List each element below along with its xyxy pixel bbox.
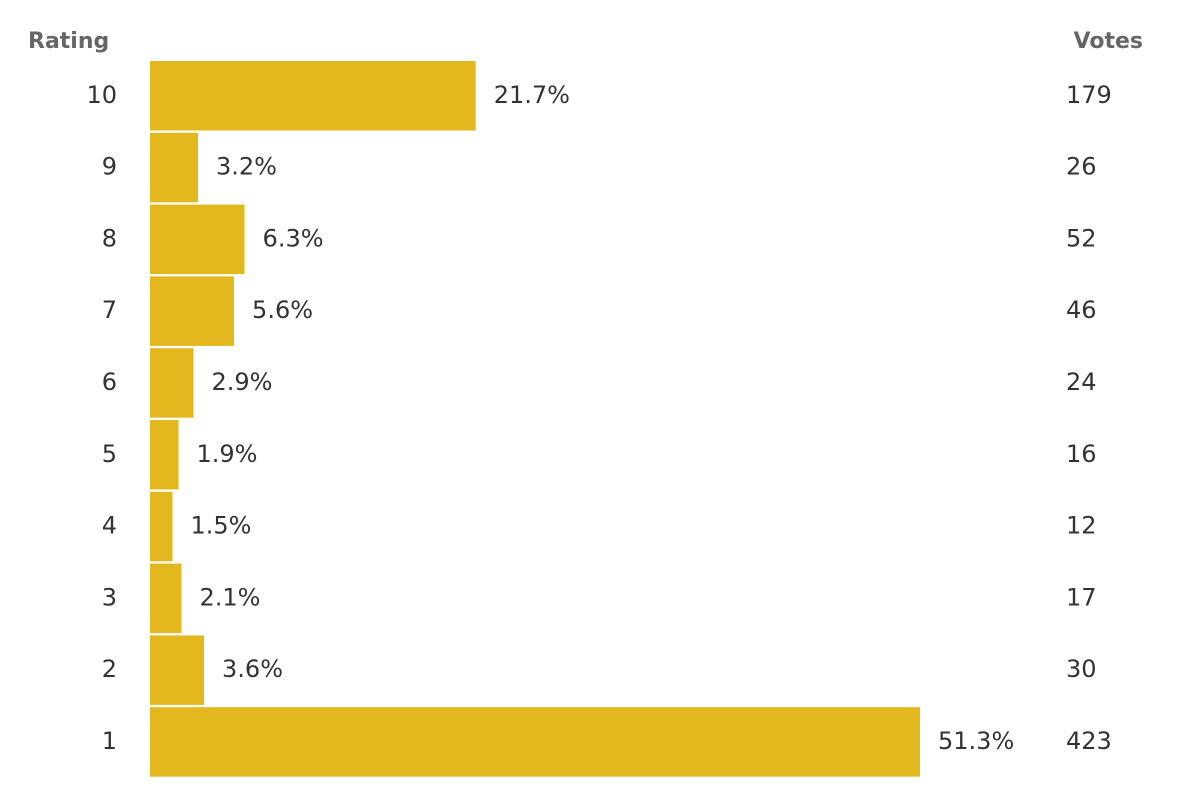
value-label: 2.1% (200, 583, 261, 611)
votes-header: Votes (1074, 29, 1143, 54)
category-label: 10 (86, 81, 117, 109)
rating-header: Rating (28, 29, 109, 54)
bar (150, 348, 194, 418)
bar (150, 61, 476, 131)
bar (150, 420, 179, 490)
category-label: 2 (102, 655, 117, 683)
votes-label: 16 (1066, 440, 1097, 468)
votes-label: 52 (1066, 224, 1097, 252)
value-label: 3.2% (216, 153, 277, 181)
category-label: 1 (102, 727, 117, 755)
bar (150, 635, 205, 705)
bar (150, 491, 173, 562)
value-label: 1.9% (197, 440, 258, 468)
votes-label: 26 (1066, 153, 1097, 181)
bar (150, 132, 199, 203)
bar (150, 563, 182, 634)
category-label: 5 (102, 440, 117, 468)
votes-label: 12 (1066, 512, 1097, 540)
category-label: 4 (102, 512, 117, 540)
value-label: 3.6% (222, 655, 283, 683)
votes-label: 24 (1066, 368, 1097, 396)
category-label: 6 (102, 368, 117, 396)
bar (150, 707, 920, 777)
bar (150, 276, 235, 346)
votes-label: 46 (1066, 296, 1097, 324)
category-label: 9 (102, 153, 117, 181)
value-label: 2.9% (212, 368, 273, 396)
bar (150, 204, 245, 275)
value-label: 6.3% (263, 224, 324, 252)
votes-label: 179 (1066, 81, 1112, 109)
category-label: 8 (102, 224, 117, 252)
value-label: 1.5% (191, 512, 252, 540)
votes-label: 30 (1066, 655, 1097, 683)
value-label: 21.7% (494, 81, 570, 109)
category-label: 3 (102, 583, 117, 611)
value-label: 51.3% (938, 727, 1014, 755)
category-label: 7 (102, 296, 117, 324)
votes-label: 423 (1066, 727, 1112, 755)
value-label: 5.6% (252, 296, 313, 324)
votes-label: 17 (1066, 583, 1097, 611)
